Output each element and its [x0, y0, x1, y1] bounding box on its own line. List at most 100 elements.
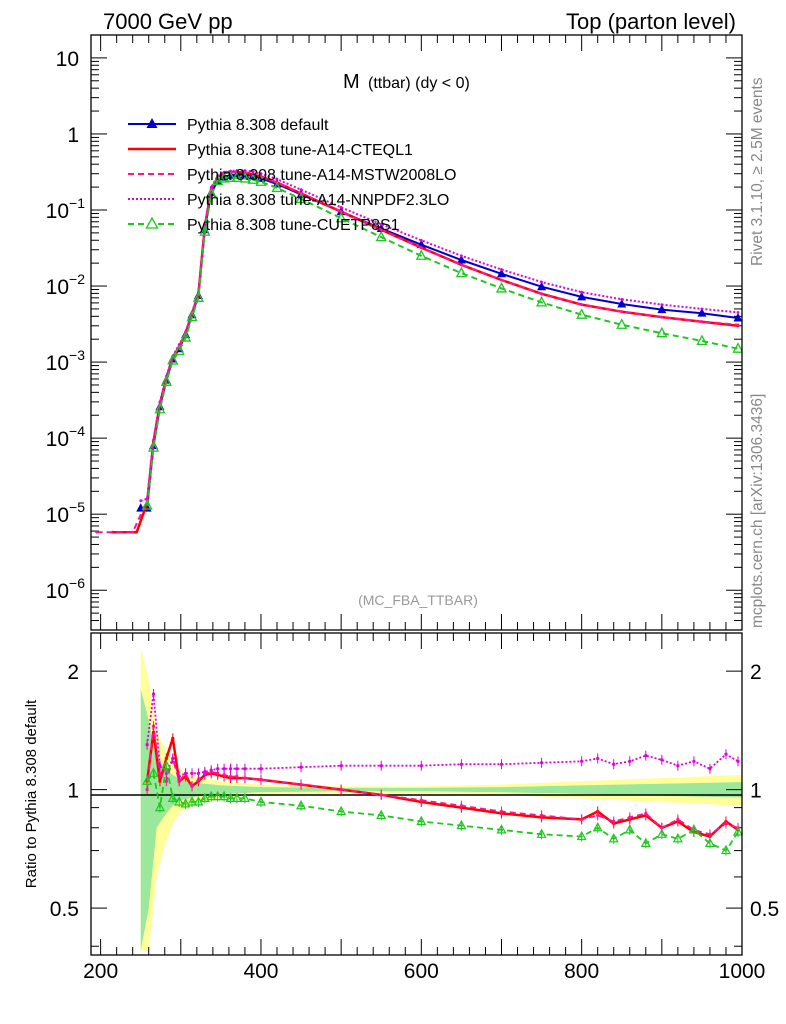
data-point-cuetp	[180, 331, 192, 342]
ratio-point-nnpdf	[171, 756, 175, 761]
y-tick-label: 10−4	[46, 423, 86, 451]
ratio-point-mstw	[259, 778, 263, 782]
ratio-point-nnpdf	[539, 761, 544, 765]
ratio-point-nnpdf	[736, 759, 740, 763]
ratio-point-mstw	[196, 778, 201, 782]
x-tick-label: 600	[404, 960, 439, 983]
ratio-point-cuetp	[174, 796, 185, 806]
ratio-point-nnpdf	[145, 743, 149, 747]
ratio-line-mstw	[146, 725, 739, 836]
data-point-cteql1	[135, 530, 139, 534]
ratio-point-nnpdf	[676, 764, 680, 768]
ratio-point-nnpdf	[612, 762, 616, 766]
ratio-point-nnpdf	[660, 758, 664, 762]
data-point-nnpdf	[139, 499, 143, 503]
legend-label-nnpdf: Pythia 8.308 tune-A14-NNPDF2.3LO	[187, 192, 449, 209]
data-point-cuetp	[271, 181, 283, 193]
ratio-band-yellow	[140, 647, 742, 951]
legend: Pythia 8.308 default Pythia 8.308 tune-A1…	[128, 117, 456, 234]
legend-marker-default	[146, 118, 158, 128]
ratio-y-tick-label-right: 1	[750, 780, 762, 803]
ratio-panel: 2 1 0.5 2 1 0.5 200 400 600 800 1000 Ratio to Pyth…	[23, 632, 779, 983]
y-tick-label-base: 10	[46, 352, 69, 375]
ratio-y-tick-label: 1	[67, 780, 79, 803]
data-point-cuetp	[160, 375, 172, 386]
ratio-point-nnpdf	[196, 771, 201, 775]
data-point-cuetp	[247, 173, 259, 184]
ratio-point-nnpdf	[459, 762, 463, 766]
data-point-cuetp	[186, 310, 198, 322]
ratio-point-mstw	[243, 776, 247, 780]
ratio-point-cuetp	[199, 792, 210, 802]
data-point-nnpdf	[259, 172, 263, 176]
data-point-cuetp	[239, 172, 251, 183]
ratio-point-cuetp	[231, 792, 242, 802]
y-tick-label-base: 10	[46, 200, 69, 223]
data-point-mstw	[540, 292, 543, 296]
y-tick-label-exponent: −5	[69, 499, 85, 515]
data-point-cuetp	[231, 171, 243, 182]
data-point-cuetp	[696, 334, 708, 346]
plot-title-sub: (ttbar) (dy < 0)	[368, 75, 470, 92]
analysis-watermark: (MC_FBA_TTBAR)	[358, 592, 478, 608]
data-point-cuetp	[656, 326, 668, 338]
ratio-point-nnpdf	[708, 767, 712, 771]
data-point-nnpdf	[229, 169, 232, 173]
ratio-point-cuetp	[496, 824, 507, 834]
ratio-point-nnpdf	[216, 767, 220, 771]
data-point-cuetp	[224, 171, 237, 182]
data-point-cuetp	[205, 188, 217, 199]
data-point-default	[496, 268, 506, 278]
data-point-mstw	[419, 246, 423, 250]
ratio-point-cuetp	[608, 833, 619, 843]
ratio-point-nnpdf	[580, 759, 584, 763]
data-point-default	[657, 304, 667, 314]
ratio-point-nnpdf	[379, 764, 383, 768]
ratio-point-cuetp	[219, 790, 230, 801]
ratio-y-tick-label-right: 2	[750, 661, 762, 684]
y-tick-label-exponent: −1	[69, 195, 85, 211]
ratio-point-nnpdf	[177, 774, 181, 779]
plot-title: M (ttbar) (dy < 0)	[343, 71, 470, 93]
y-tick-label: 10−5	[46, 499, 86, 527]
ratio-point-cteql1	[164, 756, 168, 761]
ratio-point-cuetp	[180, 798, 191, 808]
y-tick-label: 10−1	[46, 195, 86, 223]
ratio-point-mstw	[459, 804, 463, 808]
ratio-point-cuetp	[732, 826, 742, 836]
data-point-mstw	[131, 530, 135, 534]
y-tick-label-base: 10	[46, 580, 69, 603]
ratio-point-cuetp	[456, 819, 467, 830]
header-right: Top (parton level)	[566, 9, 736, 34]
data-point-mstw	[700, 320, 704, 324]
data-point-mstw	[500, 278, 503, 282]
ratio-point-cuetp	[206, 790, 217, 801]
ratio-point-mstw	[145, 788, 149, 792]
data-point-mstw	[580, 303, 584, 307]
data-point-cuetp	[295, 192, 307, 204]
ratio-point-nnpdf	[228, 767, 233, 771]
ratio-point-mstw	[190, 784, 194, 788]
data-point-cuetp	[192, 291, 205, 302]
y-tick-label-exponent: −4	[69, 423, 85, 439]
ratio-point-mstw	[676, 817, 680, 822]
data-point-cuetp	[141, 499, 153, 510]
y-tick-label: 10−2	[46, 271, 86, 299]
ratio-point-cuetp	[640, 837, 651, 848]
ratio-point-cuetp	[142, 775, 153, 785]
ratio-point-cuetp	[161, 759, 172, 770]
data-point-mstw	[95, 530, 99, 534]
ratio-point-cuetp	[225, 792, 236, 802]
plot-title-main: M	[343, 71, 360, 93]
ratio-point-cuetp	[688, 824, 699, 834]
data-point-cuetp	[415, 249, 427, 260]
data-point-nnpdf	[299, 188, 303, 192]
data-point-nnpdf	[500, 268, 503, 271]
ratio-point-cuetp	[624, 824, 635, 834]
ratio-y-tick-label-right: 0.5	[750, 898, 779, 921]
data-point-nnpdf	[209, 185, 213, 189]
bottom-frame	[90, 632, 743, 956]
ratio-point-mstw	[539, 813, 544, 817]
